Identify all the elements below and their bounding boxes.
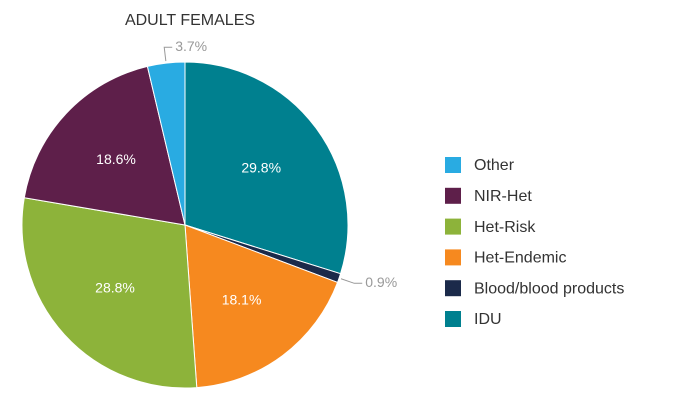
pie-slice bbox=[23, 65, 186, 226]
legend-label: IDU bbox=[474, 311, 502, 328]
legend-label: Het-Endemic bbox=[474, 250, 566, 267]
data-label: 18.6% bbox=[96, 151, 136, 167]
data-label: 28.8% bbox=[95, 279, 135, 295]
data-label: 29.8% bbox=[241, 160, 281, 176]
leader-line bbox=[163, 46, 173, 62]
legend-label: Other bbox=[474, 157, 515, 174]
legend-label: Het-Risk bbox=[474, 219, 536, 236]
data-label: 0.9% bbox=[365, 274, 397, 290]
legend-swatch bbox=[445, 157, 461, 173]
pie-slice bbox=[184, 224, 339, 389]
pie-slice bbox=[146, 61, 186, 226]
legend-swatch bbox=[445, 187, 461, 204]
legend-swatch bbox=[445, 249, 461, 266]
legend-label: Blood/blood products bbox=[474, 280, 624, 297]
legend-swatch bbox=[445, 218, 461, 235]
data-label: 3.7% bbox=[175, 38, 207, 54]
pie-slice bbox=[21, 197, 198, 389]
legend-swatch bbox=[445, 311, 461, 327]
legend-swatch bbox=[445, 280, 461, 297]
pie-slice bbox=[184, 61, 349, 275]
leader-line bbox=[340, 278, 363, 284]
data-label: 18.1% bbox=[222, 291, 262, 307]
chart-title: ADULT FEMALES bbox=[125, 12, 255, 29]
legend-label: NIR-Het bbox=[474, 188, 532, 205]
